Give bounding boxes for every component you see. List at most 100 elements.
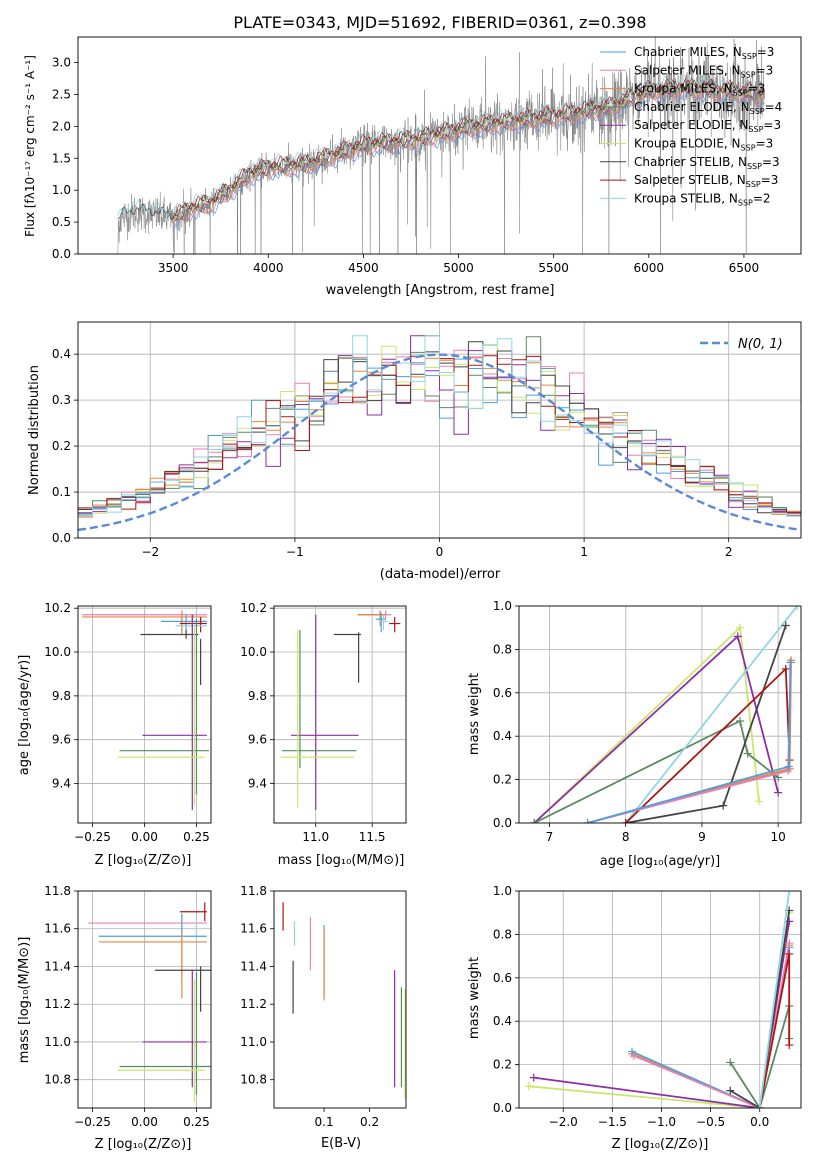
mass-weight-marker [733, 632, 742, 641]
normal-distribution-curve [78, 353, 801, 532]
mass-weight-marker [785, 939, 794, 948]
mass_vs_ebv-xtick-label: 0.1 [315, 1115, 334, 1129]
mass_vs_ebv-ytick-label: 11.2 [240, 997, 267, 1011]
mass-weight-marker [743, 749, 752, 758]
mass_vs_ebv-ytick-label: 10.8 [240, 1073, 267, 1087]
residual-xlabel: (data-model)/error [380, 567, 501, 582]
mass_vs_Z-ytick-label: 11.0 [44, 1035, 71, 1049]
age_vs_Z-ytick-label: 10.0 [44, 645, 71, 659]
age_vs_Z-xtick-label: 0.25 [183, 830, 210, 844]
mass-weight-line [758, 891, 791, 1108]
spectrum-ytick-label: 3.0 [52, 56, 71, 70]
age-vs-mass-xlabel: mass [log₁₀(M/M⊙)] [278, 853, 405, 868]
weight_vs_Z-ytick-label: 0.6 [493, 971, 512, 985]
mass-weight-line [625, 666, 791, 823]
age-vs-z-xlabel: Z [log₁₀(Z/Z⊙)] [95, 853, 192, 868]
age_vs_Z-plot-area [78, 606, 211, 823]
age_vs_mass-ytick-label: 10.0 [240, 645, 267, 659]
residuals-xtick-label: 2 [725, 545, 733, 559]
spectrum-plot-area [116, 37, 766, 254]
age_vs_Z-ytick-label: 10.2 [44, 601, 71, 615]
mass-weight-line [758, 953, 791, 1108]
age_vs_mass-ytick-label: 9.4 [248, 777, 267, 791]
mass-weight-marker [781, 621, 790, 630]
mass-weight-marker [785, 917, 794, 926]
mass-weight-marker [785, 891, 794, 895]
legend-label: Salpeter ELODIE, NSSP=3 [634, 118, 781, 134]
weight_vs_age-xtick-label: 8 [622, 830, 630, 844]
legend-label: Chabrier STELIB, NSSP=3 [634, 155, 780, 171]
weight-vs-metallicity-panel: Z [log₁₀(Z/Z⊙)] mass weight −2.0 −1.5 −1.0… [467, 884, 802, 1152]
mass-weight-marker [726, 1058, 735, 1067]
mass-vs-z-xlabel: Z [log₁₀(Z/Z⊙)] [95, 1137, 192, 1152]
weight_vs_age-xtick-label: 10 [770, 830, 785, 844]
mass_vs_Z-ytick-label: 11.8 [44, 884, 71, 898]
legend-label: Kroupa MILES, NSSP=3 [634, 82, 765, 98]
weight_vs_Z-ytick-label: 0.0 [493, 1101, 512, 1115]
spectrum-xtick-label: 4000 [253, 261, 284, 275]
age_vs_mass-ytick-label: 10.2 [240, 601, 267, 615]
weight_vs_age-ytick-label: 0.4 [493, 729, 512, 743]
residual-ylabel: Normed distribution [27, 365, 42, 495]
weight_vs_Z-ytick-label: 0.4 [493, 1014, 512, 1028]
mass-vs-metallicity-panel: Z [log₁₀(Z/Z⊙)] mass [log₁₀(M/M⊙)] −0.25… [17, 884, 212, 1152]
mass-weight-marker [755, 1104, 764, 1108]
axes-frame [77, 605, 212, 824]
residual-histogram-series [78, 335, 801, 516]
axes-frame [518, 890, 802, 1109]
mass-weight-marker [621, 819, 630, 823]
residuals-ytick-label: 0.4 [52, 347, 71, 361]
age_vs_mass-ytick-label: 9.8 [248, 689, 267, 703]
figure-title: PLATE=0343, MJD=51692, FIBERID=0361, z=0… [233, 13, 646, 32]
mass_vs_Z-plot-area [78, 891, 211, 1108]
mass-weight-marker [784, 762, 793, 771]
mass-weight-marker [785, 1041, 794, 1050]
spectrum-xtick-label: 6000 [634, 261, 665, 275]
mass-vs-extinction-panel: E(B-V) 0.1 0.2 10.8 11.0 11.2 11.4 11.6 11.8 [240, 884, 407, 1151]
weight_vs_Z-xtick-label: −1.0 [647, 1115, 676, 1129]
residual-histogram-panel: (data-model)/error Normed distribution −… [27, 321, 802, 582]
legend-label: Kroupa STELIB, NSSP=2 [634, 191, 771, 207]
age_vs_Z-ytick-label: 9.6 [52, 733, 71, 747]
weight-vs-age-panel: age [log₁₀(age/yr)] mass weight 7 8 9 10 0.0… [467, 599, 802, 869]
spectrum-xtick-label: 5000 [443, 261, 474, 275]
legend-label: Salpeter MILES, NSSP=3 [634, 63, 773, 79]
weight_vs_Z-ytick-label: 0.2 [493, 1058, 512, 1072]
age_vs_Z-xtick-label: −0.25 [74, 830, 111, 844]
weight-vs-z-xlabel: Z [log₁₀(Z/Z⊙)] [612, 1137, 709, 1152]
residuals-ytick-label: 0.2 [52, 439, 71, 453]
mass-weight-marker [524, 1082, 533, 1091]
mass_vs_ebv-ytick-label: 11.6 [240, 922, 267, 936]
mass_vs_Z-ytick-label: 11.4 [44, 959, 71, 973]
spectrum-xlabel: wavelength [Angstrom, rest frame] [326, 283, 555, 298]
weight_vs_age-ytick-label: 1.0 [493, 599, 512, 613]
spectrum-ytick-label: 1.0 [52, 183, 71, 197]
age-vs-mass-panel: mass [log₁₀(M/M⊙)] 11.0 11.5 9.4 9.6 9.8 10.0… [240, 601, 407, 868]
age_vs_mass-plot-area [274, 606, 406, 823]
mass_vs_Z-ytick-label: 11.6 [44, 922, 71, 936]
mass_vs_Z-xtick-label: 0.25 [183, 1115, 210, 1129]
mass_vs_ebv-xtick-label: 0.2 [360, 1115, 379, 1129]
spectrum-xtick-label: 5500 [538, 261, 569, 275]
mass-weight-marker [719, 801, 728, 810]
mass_vs_Z-ytick-label: 11.2 [44, 997, 71, 1011]
axes-frame [273, 605, 407, 824]
age-vs-metallicity-panel: Z [log₁₀(Z/Z⊙)] age [log₁₀(age/yr)] −0.2… [17, 601, 212, 868]
mass_vs_Z-ytick-label: 10.8 [44, 1073, 71, 1087]
mass-weight-line [533, 625, 760, 823]
model-spectrum-line [172, 86, 765, 224]
mass-weight-marker [736, 717, 745, 726]
spectrum-xtick-label: 3500 [158, 261, 189, 275]
mass-weight-marker [793, 606, 801, 610]
model-spectrum-line [117, 79, 765, 221]
mass-weight-line [624, 606, 798, 823]
mass_vs_Z-xtick-label: 0.00 [131, 1115, 158, 1129]
mass-vs-ebv-xlabel: E(B-V) [321, 1136, 361, 1151]
weight_vs_Z-xtick-label: 0.0 [750, 1115, 769, 1129]
spectrum-panel: wavelength [Angstrom, rest frame] Flux [… [23, 36, 802, 298]
mass-weight-marker [774, 788, 783, 797]
weight_vs_Z-xtick-label: −2.0 [549, 1115, 578, 1129]
mass-weight-marker [529, 1073, 538, 1082]
weight_vs_age-ytick-label: 0.2 [493, 773, 512, 787]
